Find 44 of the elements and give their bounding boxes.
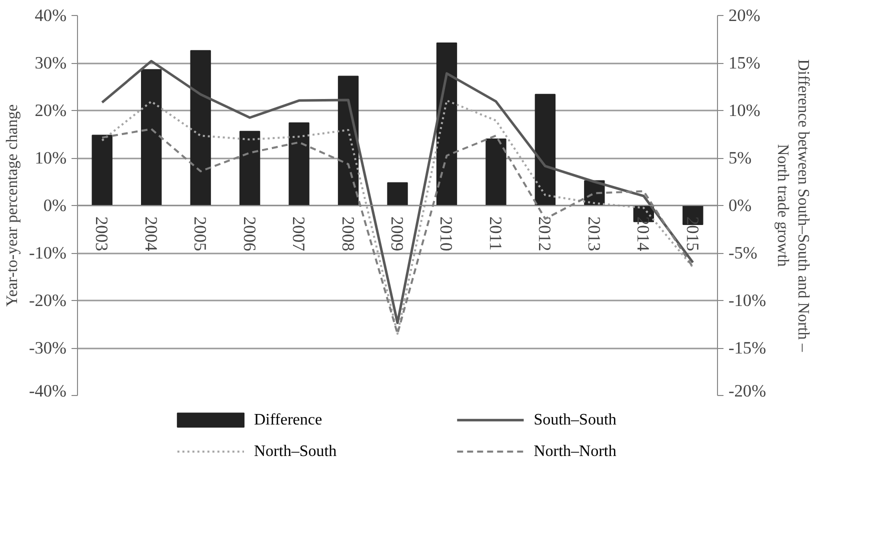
y-tick-label: 0% bbox=[43, 196, 67, 215]
y2-axis-title: Difference between South–South and North – North trade growth bbox=[774, 59, 812, 353]
y2-tick-label: -15% bbox=[728, 338, 766, 358]
x-tick-label: 2007 bbox=[289, 216, 308, 252]
bar bbox=[141, 69, 162, 206]
legend-label: Difference bbox=[254, 412, 322, 429]
bar bbox=[92, 134, 112, 206]
bar bbox=[387, 182, 408, 206]
y-tick-label: -30% bbox=[28, 338, 67, 358]
x-tick-label: 2003 bbox=[92, 216, 112, 252]
y2-tick-label: 5% bbox=[728, 148, 752, 168]
x-tick-label: 2008 bbox=[338, 216, 358, 252]
y-tick-label: -20% bbox=[28, 291, 67, 310]
legend-label: North–South bbox=[254, 443, 337, 460]
bar bbox=[436, 42, 458, 206]
legend-label: North–North bbox=[534, 443, 616, 460]
y-tick-label: 10% bbox=[34, 148, 67, 168]
x-tick-label: 2013 bbox=[584, 216, 604, 252]
y-tick-label: -40% bbox=[28, 382, 67, 400]
bar bbox=[288, 122, 310, 206]
y2-tick-label: 20% bbox=[728, 6, 760, 25]
y2-tick-label: 10% bbox=[728, 101, 760, 120]
x-tick-label: 2004 bbox=[141, 216, 160, 252]
bar bbox=[190, 50, 211, 206]
y-tick-label: -10% bbox=[28, 244, 67, 262]
x-tick-label: 2010 bbox=[436, 216, 456, 252]
y-tick-label: 30% bbox=[34, 54, 67, 72]
y2-tick-label: 15% bbox=[728, 54, 760, 72]
y2-tick-label: -20% bbox=[728, 382, 766, 400]
y2-tick-label: -10% bbox=[728, 291, 766, 310]
y-tick-label: 20% bbox=[34, 101, 67, 120]
bar bbox=[239, 130, 260, 206]
bar bbox=[486, 138, 506, 206]
x-tick-label: 2012 bbox=[535, 216, 554, 252]
y2-tick-label: -5% bbox=[728, 244, 758, 262]
y-tick-label: 40% bbox=[34, 6, 67, 25]
x-tick-label: 2006 bbox=[240, 216, 259, 252]
x-tick-label: 2011 bbox=[486, 216, 505, 251]
bar bbox=[534, 94, 556, 206]
y-axis-title: Year-to-year percentage change bbox=[4, 104, 21, 307]
x-tick-label: 2009 bbox=[388, 216, 406, 252]
x-tick-label: 2005 bbox=[190, 216, 210, 252]
legend-label: South–South bbox=[534, 412, 616, 429]
y2-tick-label: 0% bbox=[728, 196, 752, 215]
